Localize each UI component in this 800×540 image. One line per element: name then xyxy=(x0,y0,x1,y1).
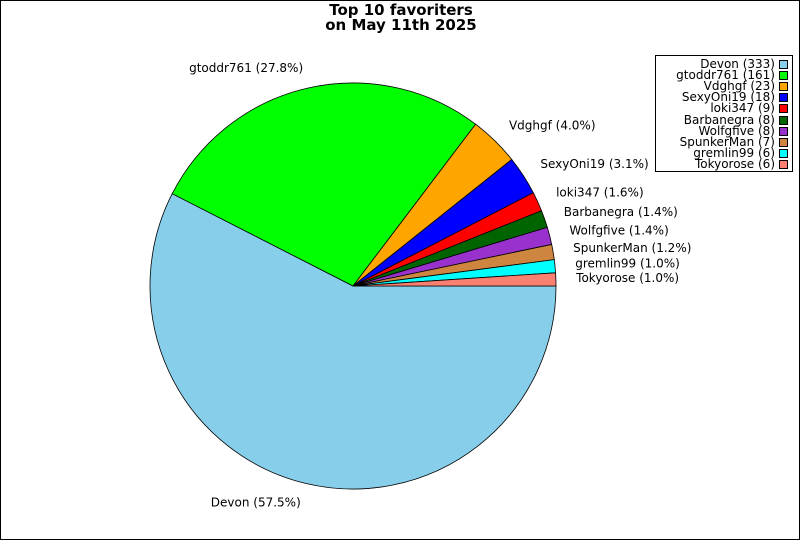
legend-swatch xyxy=(779,71,788,81)
pie-slice-gtoddr761 xyxy=(171,82,476,287)
legend-swatch xyxy=(779,159,788,169)
legend-item-vdghgf: Vdghgf (23) xyxy=(658,79,788,94)
legend-item-spunkerman: SpunkerMan (7) xyxy=(658,134,788,149)
legend-item-loki347: loki347 (9) xyxy=(658,101,788,116)
slice-label-sexyoni19: SexyOni19 (3.1%) xyxy=(540,157,648,171)
legend-swatch xyxy=(779,82,788,92)
slice-label-spunkerman: SpunkerMan (1.2%) xyxy=(573,241,691,255)
legend-swatch xyxy=(779,104,788,114)
chart-title-block: Top 10 favoriters on May 11th 2025 xyxy=(1,1,799,34)
chart-title: Top 10 favoriters xyxy=(329,1,473,19)
legend-label: Barbanegra (8) xyxy=(683,112,775,127)
legend-label: gtoddr761 (161) xyxy=(676,68,775,83)
legend-label: SexyOni19 (18) xyxy=(681,90,775,105)
legend-item-gremlin99: gremlin99 (6) xyxy=(658,145,788,160)
slice-label-devon: Devon (57.5%) xyxy=(211,496,301,510)
slice-label-gtoddr761: gtoddr761 (27.8%) xyxy=(189,61,303,75)
legend-item-devon: Devon (333) xyxy=(658,57,788,72)
legend-label: SpunkerMan (7) xyxy=(679,134,775,149)
legend-item-sexyoni19: SexyOni19 (18) xyxy=(658,90,788,105)
legend-swatch xyxy=(779,60,788,70)
slice-label-barbanegra: Barbanegra (1.4%) xyxy=(564,205,678,219)
chart-legend: Devon (333) gtoddr761 (161) Vdghgf (23) Sex… xyxy=(655,55,793,172)
legend-label: Wolfgfive (8) xyxy=(698,123,775,138)
pie-slice-tokyorose xyxy=(352,272,557,287)
legend-item-tokyorose: Tokyorose (6) xyxy=(658,156,788,171)
legend-swatch xyxy=(779,126,788,136)
slice-label-loki347: loki347 (1.6%) xyxy=(556,186,644,200)
slice-label-gremlin99: gremlin99 (1.0%) xyxy=(575,257,680,271)
legend-item-gtoddr761: gtoddr761 (161) xyxy=(658,68,788,83)
chart-subtitle: on May 11th 2025 xyxy=(325,16,477,34)
slice-label-wolfgfive: Wolfgfive (1.4%) xyxy=(569,223,668,237)
legend-label: Tokyorose (6) xyxy=(694,156,775,171)
legend-item-barbanegra: Barbanegra (8) xyxy=(658,112,788,127)
legend-item-wolfgfive: Wolfgfive (8) xyxy=(658,123,788,138)
legend-label: gremlin99 (6) xyxy=(693,145,775,160)
pie-slice-devon xyxy=(149,193,557,490)
legend-swatch xyxy=(779,137,788,147)
legend-label: Vdghgf (23) xyxy=(703,79,775,94)
legend-label: Devon (333) xyxy=(700,57,775,72)
slice-label-tokyorose: Tokyorose (1.0%) xyxy=(575,271,679,285)
legend-label: loki347 (9) xyxy=(710,101,775,116)
legend-swatch xyxy=(779,115,788,125)
legend-swatch xyxy=(779,148,788,158)
slice-label-vdghgf: Vdghgf (4.0%) xyxy=(509,119,596,133)
legend-swatch xyxy=(779,93,788,103)
